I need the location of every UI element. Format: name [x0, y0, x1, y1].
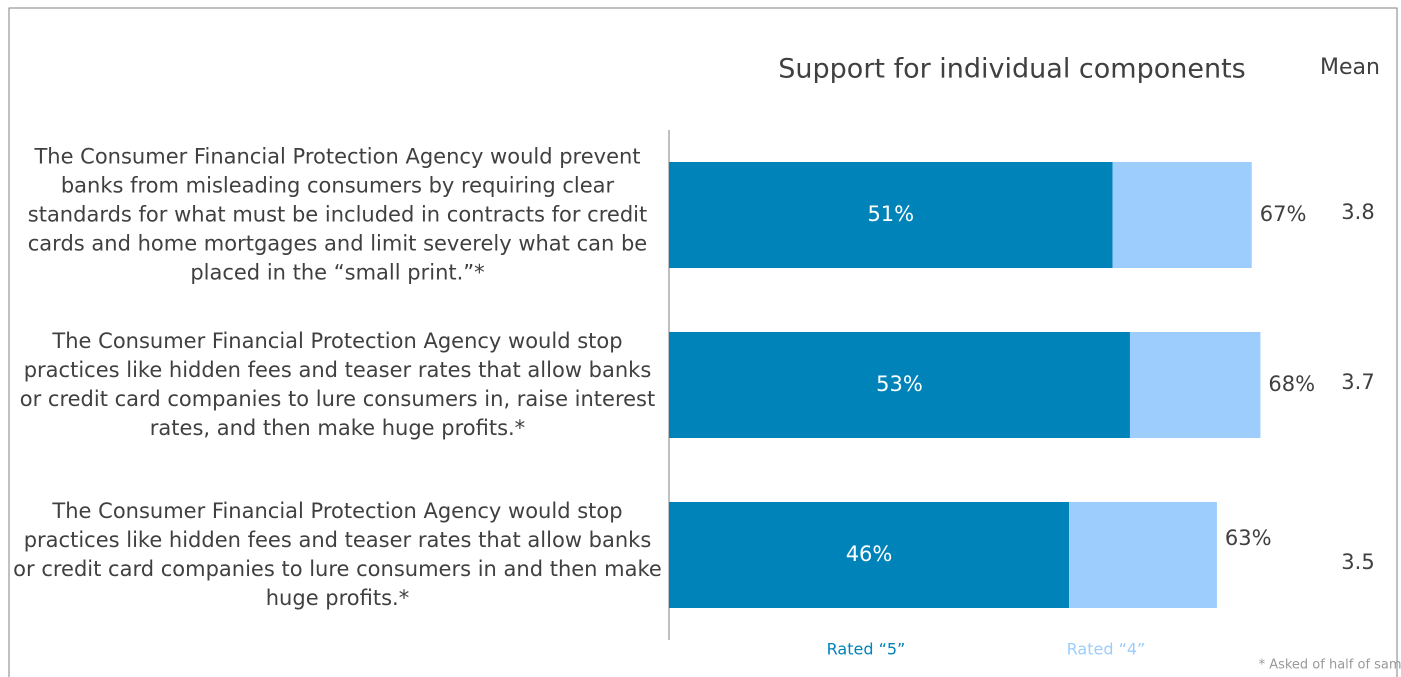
- footnote: * Asked of half of sample: [1259, 658, 1401, 673]
- total-label: 68%: [1268, 372, 1315, 396]
- bar-segment: [669, 162, 1113, 268]
- category-label: The Consumer Financial Protection Agency…: [19, 329, 656, 440]
- bar-segment: [1129, 332, 1261, 438]
- means-header: Mean: [1320, 55, 1380, 80]
- mean-value: 3.5: [1341, 550, 1374, 574]
- value-label: 51%: [867, 202, 914, 226]
- value-label: 46%: [846, 542, 893, 566]
- total-label: 67%: [1260, 202, 1307, 226]
- category-label: The Consumer Financial Protection Agency…: [27, 144, 648, 285]
- value-label: 53%: [876, 372, 923, 396]
- bar-segment: [1069, 502, 1217, 608]
- bar-segment: [669, 332, 1130, 438]
- total-label: 63%: [1225, 526, 1272, 550]
- chart-title: Support for individual components: [778, 54, 1245, 85]
- mean-value: 3.7: [1341, 370, 1374, 394]
- category-label: The Consumer Financial Protection Agency…: [13, 499, 662, 610]
- frame: [8, 7, 1398, 677]
- legend-label: Rated “4”: [1067, 640, 1146, 659]
- mean-value: 3.8: [1341, 200, 1374, 224]
- bar-segment: [1112, 162, 1252, 268]
- legend-label: Rated “5”: [827, 640, 906, 659]
- bar-segment: [669, 502, 1070, 608]
